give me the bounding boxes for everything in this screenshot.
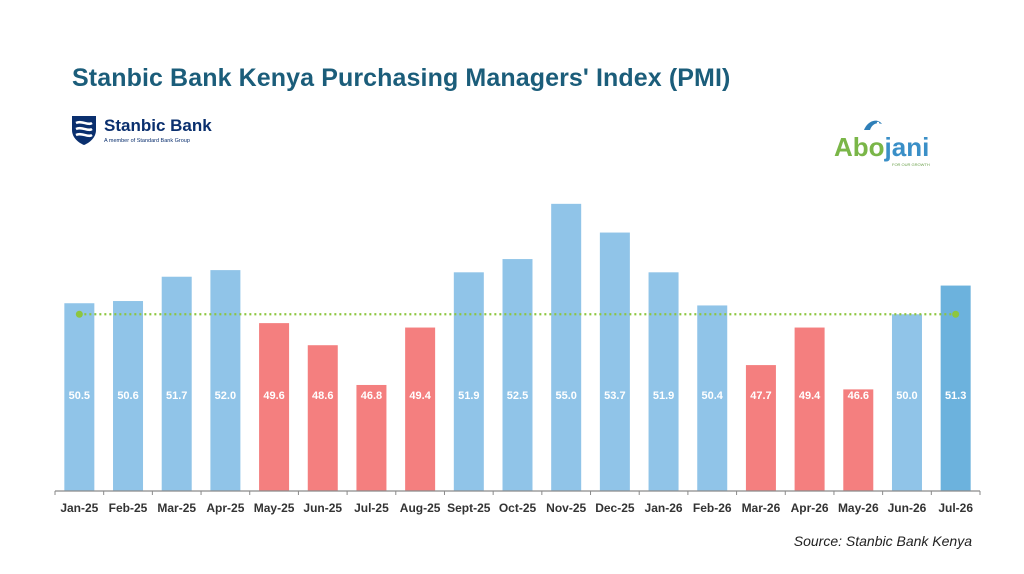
x-tick-label: Mar-25 [157,501,196,515]
shield-icon [72,116,96,145]
x-tick-label: Jan-26 [645,501,683,515]
bar-Oct-25 [502,259,533,491]
bar-value-label: 55.0 [555,390,576,402]
abojani-logo-tagline: FOR OUR GROWTH [892,162,930,167]
bar-Jul-25 [356,384,387,491]
bar-value-label: 50.4 [702,390,724,402]
bar-Mar-26 [745,365,776,491]
bar-Feb-26 [697,305,728,491]
bar-value-label: 49.6 [263,390,284,402]
x-tick-label: May-26 [838,501,879,515]
x-tick-label: Jun-26 [888,501,927,515]
bar-Nov-25 [551,203,582,491]
bar-value-label: 51.9 [458,390,479,402]
bar-May-25 [259,323,290,491]
bar-Aug-25 [405,327,436,491]
bar-value-label: 51.9 [653,390,674,402]
bar-value-label: 46.8 [361,390,382,402]
bar-Jul-26 [940,285,971,491]
abojani-logo-name-main: Abo [834,132,885,162]
bar-value-label: 52.0 [215,390,236,402]
reference-line-end-marker [952,310,960,318]
bar-value-label: 51.3 [945,390,966,402]
bar-Jan-26 [648,272,679,491]
source-note: Source: Stanbic Bank Kenya [793,533,972,549]
x-tick-label: Jul-26 [938,501,973,515]
bar-value-label: 46.6 [848,390,869,402]
abojani-logo-name: Abojani [834,132,929,163]
bar-Jun-26 [891,314,922,491]
x-tick-label: Apr-26 [791,501,829,515]
bar-value-label: 51.7 [166,390,187,402]
bar-value-label: 48.6 [312,390,333,402]
x-tick-label: Feb-25 [109,501,148,515]
bar-Dec-25 [599,232,630,491]
bar-value-label: 50.6 [117,390,138,402]
bar-value-label: 50.0 [896,390,917,402]
x-tick-label: Jun-25 [303,501,342,515]
x-tick-label: Jul-25 [354,501,389,515]
bar-Apr-26 [794,327,825,491]
x-tick-label: Jan-25 [60,501,98,515]
bar-value-label: 49.4 [799,390,821,402]
stanbic-logo-name: Stanbic Bank [104,116,212,135]
bar-value-label: 50.5 [69,390,90,402]
bar-value-label: 52.5 [507,390,528,402]
bar-Feb-25 [113,301,144,491]
x-tick-label: Apr-25 [206,501,244,515]
x-tick-label: Dec-25 [595,501,635,515]
x-tick-label: Sept-25 [447,501,491,515]
x-tick-label: Aug-25 [400,501,441,515]
bar-value-label: 47.7 [750,390,771,402]
x-tick-label: Feb-26 [693,501,732,515]
bar-Apr-25 [210,270,241,491]
bar-Jan-25 [64,303,95,491]
bird-icon [864,120,882,130]
bar-Sept-25 [453,272,484,491]
bar-May-26 [843,389,874,491]
chart-title: Stanbic Bank Kenya Purchasing Managers' … [72,64,731,92]
x-tick-label: Nov-25 [546,501,586,515]
x-tick-label: May-25 [254,501,295,515]
stanbic-logo-tagline: A member of Standard Bank Group [104,138,190,144]
bar-value-label: 53.7 [604,390,625,402]
x-tick-label: Mar-26 [742,501,781,515]
abojani-logo: Abojani FOR OUR GROWTH [834,118,944,168]
x-tick-label: Oct-25 [499,501,537,515]
reference-line-start-marker [75,310,83,318]
abojani-logo-name-accent: jani [884,132,930,162]
bar-Jun-25 [307,345,338,491]
bar-value-label: 49.4 [409,390,431,402]
bar-Mar-25 [161,276,192,491]
